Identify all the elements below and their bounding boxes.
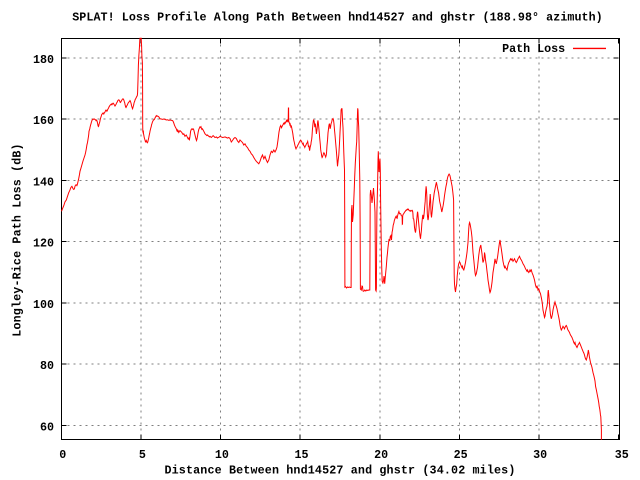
svg-text:30: 30 [533,448,547,462]
svg-text:60: 60 [40,420,54,434]
svg-text:15: 15 [294,448,308,462]
svg-text:Path Loss: Path Loss [502,42,565,56]
svg-text:20: 20 [374,448,388,462]
svg-text:100: 100 [33,298,54,312]
svg-text:140: 140 [33,175,54,189]
svg-text:Distance Between hnd14527 and: Distance Between hnd14527 and ghstr (34.… [164,463,515,477]
svg-text:0: 0 [59,448,66,462]
svg-text:Longley-Rice Path Loss (dB): Longley-Rice Path Loss (dB) [11,143,25,336]
svg-text:10: 10 [215,448,229,462]
svg-text:25: 25 [454,448,468,462]
svg-text:80: 80 [40,359,54,373]
svg-text:SPLAT! Loss Profile Along Path: SPLAT! Loss Profile Along Path Between h… [72,10,603,24]
svg-text:120: 120 [33,237,54,251]
svg-text:160: 160 [33,114,54,128]
svg-text:180: 180 [33,53,54,67]
svg-text:5: 5 [139,448,146,462]
svg-text:35: 35 [615,448,629,462]
